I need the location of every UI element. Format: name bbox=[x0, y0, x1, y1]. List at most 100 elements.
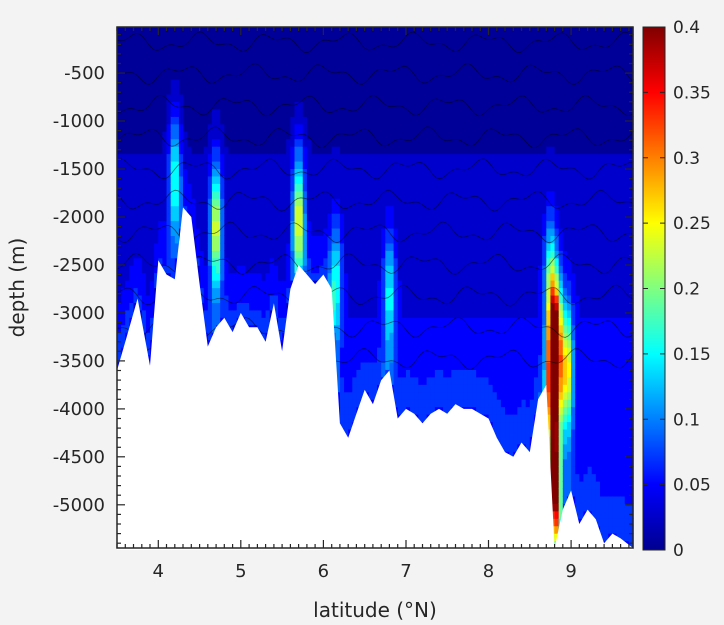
field-cell bbox=[377, 168, 382, 177]
field-cell bbox=[257, 302, 263, 311]
field-cell bbox=[141, 71, 147, 80]
field-cell bbox=[323, 86, 329, 95]
field-cell bbox=[401, 168, 407, 177]
field-cell bbox=[133, 116, 139, 125]
field-cell bbox=[282, 242, 287, 251]
field-cell bbox=[178, 71, 184, 80]
field-cell bbox=[195, 220, 201, 229]
field-cell bbox=[141, 280, 147, 289]
field-cell bbox=[273, 160, 279, 170]
field-cell bbox=[339, 27, 345, 36]
field-cell bbox=[401, 242, 407, 251]
field-cell bbox=[269, 138, 275, 147]
field-cell bbox=[236, 56, 242, 65]
field-cell bbox=[211, 317, 217, 326]
field-cell bbox=[228, 242, 234, 251]
field-cell bbox=[339, 34, 345, 43]
field-cell bbox=[364, 324, 370, 333]
field-cell bbox=[273, 280, 279, 289]
field-cell bbox=[121, 168, 126, 177]
field-cell bbox=[335, 309, 341, 318]
field-cell bbox=[203, 272, 209, 281]
field-cell bbox=[117, 183, 122, 192]
field-cell bbox=[178, 79, 184, 88]
field-cell bbox=[315, 205, 320, 214]
field-cell bbox=[352, 272, 358, 281]
field-cell bbox=[117, 64, 122, 73]
field-cell bbox=[183, 183, 188, 192]
field-cell bbox=[410, 384, 415, 393]
field-cell bbox=[137, 123, 143, 132]
field-cell bbox=[327, 56, 333, 65]
field-cell bbox=[203, 34, 209, 43]
field-cell bbox=[121, 71, 126, 80]
field-cell bbox=[397, 287, 403, 296]
field-cell bbox=[191, 198, 197, 207]
field-cell bbox=[327, 198, 333, 207]
field-cell bbox=[389, 302, 395, 311]
field-cell bbox=[323, 175, 329, 184]
field-cell bbox=[183, 190, 188, 199]
field-cell bbox=[261, 198, 267, 207]
field-cell bbox=[162, 220, 168, 229]
field-cell bbox=[154, 272, 159, 281]
field-cell bbox=[298, 64, 304, 73]
field-cell bbox=[129, 287, 135, 296]
field-cell bbox=[393, 183, 399, 192]
field-cell bbox=[339, 146, 345, 155]
field-cell bbox=[282, 257, 287, 266]
field-cell bbox=[385, 183, 391, 192]
field-cell bbox=[393, 49, 399, 58]
field-cell bbox=[356, 220, 362, 229]
field-cell bbox=[364, 280, 370, 289]
field-cell bbox=[277, 227, 283, 236]
field-cell bbox=[228, 198, 234, 207]
field-cell bbox=[174, 213, 180, 222]
field-cell bbox=[364, 198, 370, 207]
field-cell bbox=[306, 205, 312, 214]
field-cell bbox=[381, 123, 386, 132]
field-cell bbox=[397, 79, 403, 88]
field-cell bbox=[244, 86, 250, 95]
field-cell bbox=[162, 160, 168, 170]
field-cell bbox=[125, 108, 130, 117]
field-cell bbox=[273, 64, 279, 73]
field-cell bbox=[199, 272, 205, 281]
field-cell bbox=[162, 190, 168, 199]
field-cell bbox=[199, 131, 205, 140]
field-cell bbox=[265, 175, 271, 184]
field-cell bbox=[199, 213, 205, 222]
field-cell bbox=[393, 27, 399, 36]
field-cell bbox=[203, 101, 209, 110]
field-cell bbox=[170, 175, 176, 184]
field-cell bbox=[265, 93, 271, 103]
field-cell bbox=[372, 34, 378, 43]
field-cell bbox=[381, 242, 386, 251]
field-cell bbox=[377, 347, 382, 356]
field-cell bbox=[381, 198, 386, 207]
field-cell bbox=[323, 56, 329, 65]
field-cell bbox=[335, 41, 341, 50]
field-cell bbox=[211, 146, 217, 155]
field-cell bbox=[344, 347, 349, 356]
field-cell bbox=[339, 406, 345, 415]
field-cell bbox=[261, 153, 267, 162]
field-cell bbox=[393, 146, 399, 155]
field-cell bbox=[315, 116, 320, 125]
field-cell bbox=[265, 205, 271, 214]
field-cell bbox=[166, 205, 172, 214]
field-cell bbox=[257, 108, 263, 117]
field-cell bbox=[315, 41, 320, 50]
field-cell bbox=[150, 153, 155, 162]
field-cell bbox=[393, 280, 399, 289]
field-cell bbox=[244, 309, 250, 318]
field-cell bbox=[397, 235, 403, 244]
field-cell bbox=[253, 138, 258, 147]
field-cell bbox=[269, 27, 275, 36]
field-cell bbox=[166, 41, 172, 50]
field-cell bbox=[277, 86, 283, 95]
field-cell bbox=[385, 332, 391, 341]
field-cell bbox=[236, 257, 242, 266]
field-cell bbox=[224, 34, 230, 43]
field-cell bbox=[224, 227, 230, 236]
